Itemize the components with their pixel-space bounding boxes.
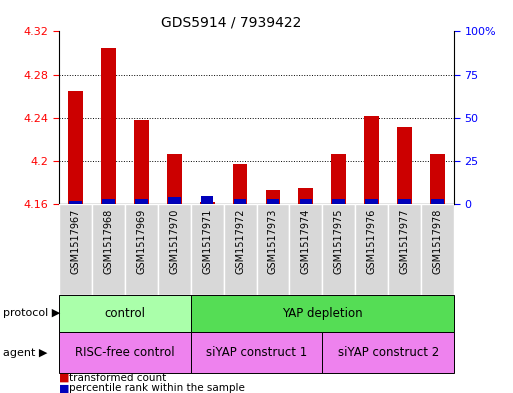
Bar [232,164,247,204]
FancyBboxPatch shape [224,204,256,295]
Bar [364,116,379,204]
Bar [430,154,445,204]
Bar [101,48,116,204]
Text: GSM1517972: GSM1517972 [235,209,245,274]
Text: GSM1517969: GSM1517969 [136,209,146,274]
Text: ■: ■ [59,383,69,393]
Text: percentile rank within the sample: percentile rank within the sample [69,383,245,393]
Bar [397,127,412,204]
Text: GSM1517975: GSM1517975 [334,209,344,274]
Bar [299,188,313,204]
Bar [331,154,346,204]
Text: control: control [104,307,145,320]
Bar [102,199,115,204]
FancyBboxPatch shape [421,204,454,295]
Text: ■: ■ [59,373,69,383]
Text: GSM1517973: GSM1517973 [268,209,278,274]
Text: GSM1517968: GSM1517968 [104,209,113,274]
Bar [135,199,148,204]
Bar [168,197,181,204]
Text: RISC-free control: RISC-free control [75,346,174,359]
Text: GDS5914 / 7939422: GDS5914 / 7939422 [161,16,301,30]
Text: siYAP construct 2: siYAP construct 2 [338,346,439,359]
Text: GSM1517970: GSM1517970 [169,209,179,274]
FancyBboxPatch shape [289,204,322,295]
Bar [167,154,182,204]
FancyBboxPatch shape [191,204,224,295]
FancyBboxPatch shape [158,204,191,295]
Text: GSM1517977: GSM1517977 [400,209,409,274]
Bar [201,196,213,204]
FancyBboxPatch shape [92,204,125,295]
FancyBboxPatch shape [322,204,355,295]
Text: protocol ▶: protocol ▶ [3,309,60,318]
Text: transformed count: transformed count [69,373,167,383]
Bar [267,199,279,204]
Bar [398,199,411,204]
Bar [234,199,246,204]
FancyBboxPatch shape [388,204,421,295]
FancyBboxPatch shape [355,204,388,295]
FancyBboxPatch shape [59,204,92,295]
Bar [431,199,444,204]
Text: YAP depletion: YAP depletion [282,307,363,320]
Bar [332,199,345,204]
Bar [68,91,83,204]
Text: GSM1517967: GSM1517967 [70,209,81,274]
Text: agent ▶: agent ▶ [3,348,47,358]
Bar [365,199,378,204]
Bar [69,201,82,204]
Text: GSM1517974: GSM1517974 [301,209,311,274]
Text: GSM1517976: GSM1517976 [367,209,377,274]
Text: GSM1517971: GSM1517971 [202,209,212,274]
Bar [200,202,214,204]
Bar [266,190,281,204]
FancyBboxPatch shape [125,204,158,295]
Text: GSM1517978: GSM1517978 [432,209,443,274]
Text: siYAP construct 1: siYAP construct 1 [206,346,307,359]
FancyBboxPatch shape [256,204,289,295]
Bar [300,199,312,204]
Bar [134,120,149,204]
